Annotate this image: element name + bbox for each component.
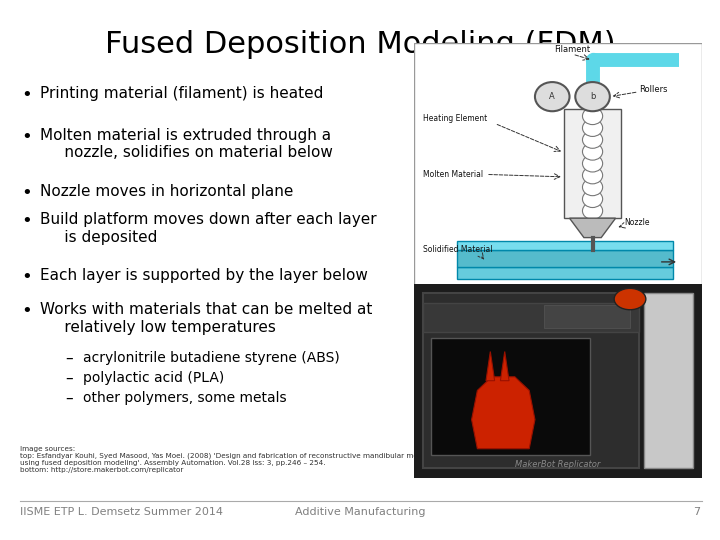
Text: Works with materials that can be melted at
     relatively low temperatures: Works with materials that can be melted …: [40, 302, 372, 335]
Circle shape: [582, 119, 603, 137]
Polygon shape: [570, 218, 616, 238]
Circle shape: [582, 167, 603, 184]
Bar: [431, 338, 590, 455]
Text: A: A: [549, 92, 555, 101]
Circle shape: [575, 82, 610, 111]
Bar: [644, 293, 693, 468]
Text: Rollers: Rollers: [639, 85, 667, 94]
Text: –: –: [65, 351, 73, 366]
Circle shape: [582, 202, 603, 219]
Text: Additive Manufacturing: Additive Manufacturing: [294, 507, 426, 517]
Text: acrylonitrile butadiene styrene (ABS): acrylonitrile butadiene styrene (ABS): [83, 351, 340, 365]
Bar: [423, 303, 639, 332]
Text: 7: 7: [693, 507, 700, 517]
Bar: [457, 241, 673, 249]
Circle shape: [582, 143, 603, 160]
Text: •: •: [22, 86, 32, 104]
Text: MakerBot Replicator: MakerBot Replicator: [516, 460, 600, 469]
Circle shape: [614, 288, 646, 310]
Bar: [564, 109, 621, 218]
Text: Nozzle: Nozzle: [624, 219, 649, 227]
Text: Each layer is supported by the layer below: Each layer is supported by the layer bel…: [40, 268, 367, 284]
Text: •: •: [22, 128, 32, 146]
Bar: [457, 267, 673, 279]
Circle shape: [582, 107, 603, 125]
Text: Fused Deposition Modeling (FDM): Fused Deposition Modeling (FDM): [104, 30, 616, 59]
Bar: [423, 293, 639, 468]
Text: Image sources:
top: Esfandyar Kouhi, Syed Masood, Yas Moei. (2008) 'Design and f: Image sources: top: Esfandyar Kouhi, Sye…: [20, 446, 433, 473]
Text: Molten material is extruded through a
     nozzle, solidifies on material below: Molten material is extruded through a no…: [40, 128, 333, 160]
Text: Molten Material: Molten Material: [423, 170, 483, 179]
Polygon shape: [472, 377, 535, 449]
Circle shape: [582, 191, 603, 207]
Bar: [544, 305, 630, 328]
Text: Solidified Material: Solidified Material: [423, 245, 492, 254]
Polygon shape: [486, 352, 495, 381]
Text: other polymers, some metals: other polymers, some metals: [83, 391, 287, 405]
Text: Build platform moves down after each layer
     is deposited: Build platform moves down after each lay…: [40, 212, 377, 245]
Bar: [457, 249, 673, 267]
Text: Printing material (filament) is heated: Printing material (filament) is heated: [40, 86, 323, 102]
Text: Filament: Filament: [554, 45, 590, 53]
Text: •: •: [22, 212, 32, 230]
Text: Heating Element: Heating Element: [423, 114, 487, 123]
Text: Nozzle moves in horizontal plane: Nozzle moves in horizontal plane: [40, 184, 293, 199]
Text: –: –: [65, 391, 73, 406]
Text: polylactic acid (PLA): polylactic acid (PLA): [83, 371, 224, 385]
Text: b: b: [590, 92, 595, 101]
Circle shape: [582, 179, 603, 195]
Circle shape: [582, 155, 603, 172]
Text: –: –: [65, 371, 73, 386]
Circle shape: [582, 131, 603, 148]
Text: •: •: [22, 268, 32, 286]
Text: IISME ETP L. Demsetz Summer 2014: IISME ETP L. Demsetz Summer 2014: [20, 507, 223, 517]
Text: •: •: [22, 302, 32, 320]
Polygon shape: [500, 352, 509, 381]
Text: •: •: [22, 184, 32, 201]
Circle shape: [535, 82, 570, 111]
